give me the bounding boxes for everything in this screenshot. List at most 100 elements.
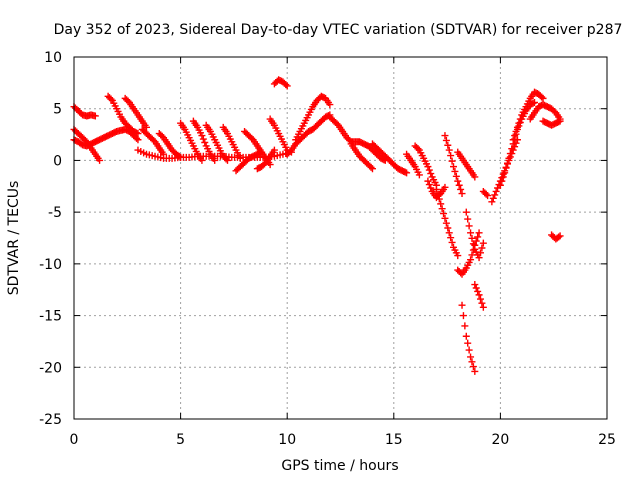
- data-point-arc-35: [506, 150, 514, 158]
- data-point-arc-30: [464, 215, 472, 223]
- data-point-arc-30: [468, 234, 476, 242]
- data-point-arc-36: [539, 94, 547, 102]
- data-point-arc-07: [160, 150, 168, 158]
- data-point-arc-32: [474, 287, 482, 295]
- data-point-arc-26: [445, 229, 453, 237]
- plot-frame: [73, 56, 608, 420]
- data-point-arc-10: [211, 156, 219, 164]
- data-point-arc-30: [467, 229, 475, 237]
- data-point-arc-30: [477, 249, 485, 257]
- data-point-arc-04: [134, 130, 142, 138]
- data-point-arc-31: [459, 312, 467, 320]
- data-point-arc-31: [464, 339, 472, 347]
- data-point-arc-25: [425, 181, 433, 189]
- data-point-arc-34: [492, 187, 500, 195]
- data-point-arc-34: [491, 191, 499, 199]
- data-point-arc-27: [451, 167, 459, 175]
- data-point-arc-26: [438, 205, 446, 213]
- data-point-arc-36: [512, 127, 520, 135]
- data-point-arc-36: [515, 119, 523, 127]
- data-point-arc-36: [516, 115, 524, 123]
- data-point-arc-17: [282, 81, 290, 89]
- data-point-arc-35: [498, 177, 506, 185]
- data-point-arc-09: [198, 156, 206, 164]
- data-point-arc-29: [475, 229, 483, 237]
- data-point-arc-32: [477, 295, 485, 303]
- data-point-arc-27: [444, 141, 452, 149]
- y-tick-label: 10: [44, 50, 62, 66]
- data-point-arc-31: [458, 301, 466, 309]
- data-point-arc-39: [556, 232, 564, 240]
- data-point-arc-26: [447, 234, 455, 242]
- data-point-arc-24: [427, 170, 435, 178]
- x-axis-label: GPS time / hours: [281, 458, 398, 474]
- data-point-arc-29: [474, 233, 482, 241]
- data-points: [70, 76, 564, 375]
- data-point-arc-32: [472, 284, 480, 292]
- data-point-arc-24: [424, 163, 432, 171]
- y-tick-label: -20: [39, 360, 62, 376]
- data-point-arc-26: [442, 219, 450, 227]
- data-point-arc-30: [465, 222, 473, 230]
- y-tick-label: 5: [53, 102, 62, 118]
- data-point-arc-10: [201, 139, 209, 147]
- y-tick-label: -10: [39, 257, 62, 273]
- data-point-arc-27: [441, 132, 449, 140]
- data-point-arc-12: [236, 154, 244, 162]
- y-tick-label: -25: [39, 412, 62, 428]
- grid-lines: [74, 57, 607, 419]
- data-point-arc-26: [437, 200, 445, 208]
- data-point-arc-29: [467, 256, 475, 264]
- data-point-arc-02: [134, 136, 142, 144]
- data-point-arc-26: [441, 214, 449, 222]
- data-point-arc-39: [555, 233, 563, 241]
- data-point-arc-30: [478, 244, 486, 252]
- data-point-arc-11: [224, 156, 232, 164]
- data-point-arc-26: [444, 224, 452, 232]
- data-point-arc-25: [427, 184, 435, 192]
- data-point-arc-30: [479, 239, 487, 247]
- data-point-arc-10: [199, 135, 207, 143]
- data-point-arc-36: [511, 132, 519, 140]
- y-tick-label: -5: [48, 205, 62, 221]
- data-point-arc-25: [441, 183, 449, 191]
- y-axis-label: SDTVAR / TECUs: [6, 181, 22, 296]
- data-point-arc-10: [198, 132, 206, 140]
- data-point-arc-35: [496, 181, 504, 189]
- data-point-arc-35: [499, 173, 507, 181]
- data-point-arc-23: [415, 171, 423, 179]
- data-point-arc-32: [471, 281, 479, 289]
- data-point-arc-08: [177, 153, 185, 161]
- data-point-arc-34: [489, 194, 497, 202]
- chart-title: Day 352 of 2023, Sidereal Day-to-day VTE…: [54, 22, 623, 38]
- data-point-arc-25: [424, 177, 432, 185]
- data-point-arc-26: [440, 210, 448, 218]
- data-point-arc-01: [91, 112, 99, 120]
- data-point-arc-35: [502, 164, 510, 172]
- data-point-arc-26: [432, 185, 440, 193]
- x-tick-label: 25: [598, 432, 616, 448]
- data-point-arc-33: [484, 192, 492, 200]
- x-tick-label: 20: [491, 432, 509, 448]
- data-point-arc-27: [442, 136, 450, 144]
- data-point-arc-35: [505, 154, 513, 162]
- data-point-arc-36: [513, 123, 521, 131]
- data-point-arc-33: [482, 190, 490, 198]
- data-point-arc-08: [175, 152, 183, 160]
- data-point-arc-30: [469, 240, 477, 248]
- data-point-arc-19: [326, 101, 334, 109]
- data-point-arc-24: [414, 145, 422, 153]
- data-point-arc-31: [468, 358, 476, 366]
- data-point-arc-32: [479, 303, 487, 311]
- data-point-arc-24: [425, 166, 433, 174]
- data-point-arc-27: [457, 185, 465, 193]
- data-point-arc-15: [270, 146, 278, 154]
- x-tick-label: 0: [70, 432, 79, 448]
- data-point-arc-27: [448, 157, 456, 165]
- data-point-arc-26: [454, 252, 462, 260]
- data-point-arc-27: [445, 146, 453, 154]
- data-point-arc-35: [504, 159, 512, 167]
- data-point-arc-27: [458, 190, 466, 198]
- data-point-arc-21: [367, 163, 375, 171]
